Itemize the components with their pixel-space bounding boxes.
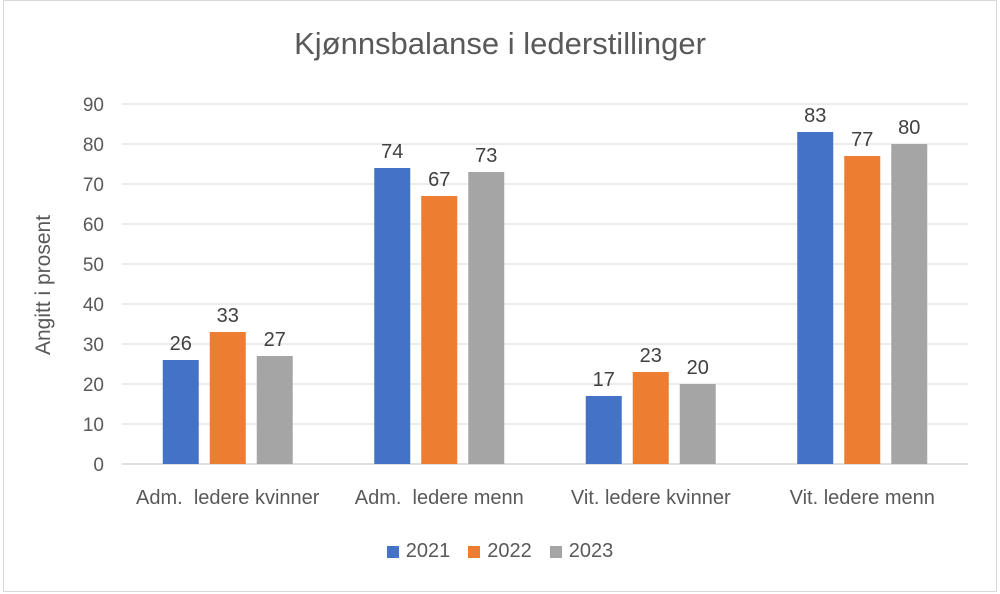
y-tick-label: 30 [83,335,104,356]
data-label: 27 [264,329,286,351]
legend-swatch [549,545,562,558]
data-label: 33 [217,305,239,327]
legend-label: 2023 [568,540,614,562]
x-tick-label: Adm. ledere menn [355,487,524,509]
bar [468,172,505,464]
bar [797,132,834,464]
legend-item: 2023 [549,540,614,563]
y-tick-label: 80 [83,135,104,156]
bar [162,360,199,464]
chart-title: Kjønnsbalanse i lederstillinger [294,26,706,61]
y-tick-label: 40 [83,295,104,316]
bar [585,396,622,464]
x-tick-label: Adm. ledere kvinner [136,487,320,509]
bar [256,356,293,464]
data-label: 67 [428,169,450,191]
data-label: 83 [804,105,826,127]
bar [209,332,246,464]
bar [421,196,458,464]
x-tick-label: Vit. ledere kvinner [571,487,731,509]
y-tick-label: 50 [83,255,104,276]
y-tick-label: 70 [83,175,104,196]
data-label: 73 [475,145,497,167]
data-label: 74 [381,141,403,163]
bar [679,384,716,464]
y-tick-label: 20 [83,375,104,396]
y-tick-label: 0 [93,455,104,476]
bar [632,372,669,464]
y-tick-label: 60 [83,215,104,236]
data-label: 77 [851,129,873,151]
data-label: 80 [898,117,920,139]
data-label: 26 [170,333,192,355]
y-tick-label: 10 [83,415,104,436]
data-label: 23 [640,345,662,367]
data-label: 20 [687,357,709,379]
data-label: 17 [593,369,615,391]
bar [844,156,881,464]
legend-swatch [386,545,399,558]
bar [891,144,928,464]
legend-label: 2022 [487,540,532,562]
legend-swatch [468,545,481,558]
legend-label: 2021 [405,540,451,562]
legend-item: 2021 [386,540,451,563]
y-tick-label: 90 [83,95,104,116]
legend-item: 2022 [468,540,532,563]
chart-legend: 2021 2022 2023 [0,540,1000,563]
bar [374,168,411,464]
x-tick-label: Vit. ledere menn [790,487,935,509]
